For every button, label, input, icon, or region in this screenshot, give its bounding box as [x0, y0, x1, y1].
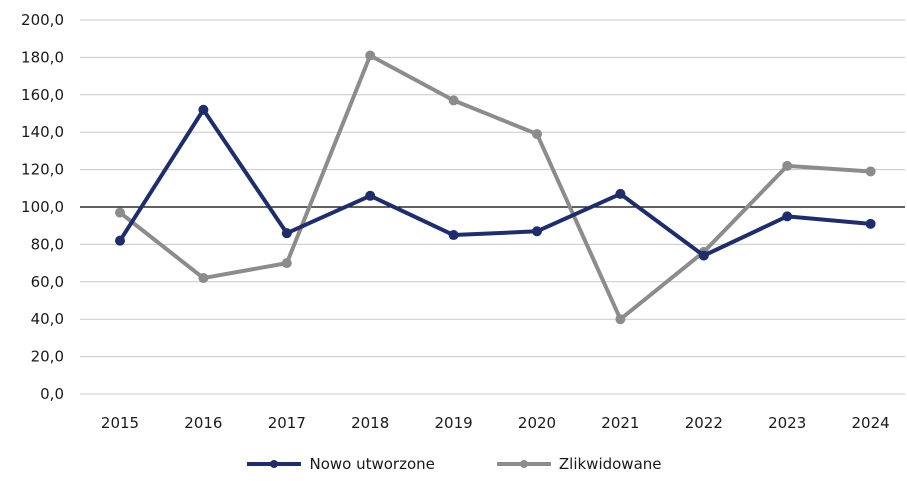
series-line-zlikwidowane: [118, 53, 873, 322]
data-point-nowo-utworzone: [365, 190, 376, 201]
data-point-zlikwidowane: [532, 129, 542, 140]
x-tick-label: 2020: [518, 414, 556, 432]
x-tick-label: 2017: [268, 414, 306, 432]
x-tick-label: 2023: [768, 414, 806, 432]
y-tick-label: 0,0: [40, 385, 64, 403]
data-point-zlikwidowane: [865, 166, 876, 177]
data-point-zlikwidowane: [782, 160, 793, 171]
y-tick-label: 180,0: [21, 48, 64, 66]
x-tick-label: 2024: [852, 414, 890, 432]
data-point-nowo-utworzone: [865, 218, 876, 229]
data-point-zlikwidowane: [115, 207, 125, 218]
data-point-nowo-utworzone: [281, 228, 292, 239]
x-tick-label: 2019: [435, 414, 473, 432]
data-point-zlikwidowane: [615, 314, 626, 325]
legend: Nowo utworzone Zlikwidowane: [0, 455, 907, 473]
legend-item-nowo-utworzone: Nowo utworzone: [245, 455, 435, 473]
data-point-nowo-utworzone: [115, 235, 125, 246]
y-tick-label: 60,0: [31, 273, 64, 291]
legend-label-nowo-utworzone: Nowo utworzone: [309, 455, 435, 473]
x-tick-label: 2015: [101, 414, 139, 432]
y-tick-label: 200,0: [21, 11, 64, 29]
y-tick-label: 80,0: [31, 235, 64, 253]
data-point-nowo-utworzone: [782, 211, 793, 222]
y-tick-label: 20,0: [31, 348, 64, 366]
legend-item-zlikwidowane: Zlikwidowane: [495, 455, 662, 473]
data-point-nowo-utworzone: [448, 230, 459, 241]
y-tick-label: 160,0: [21, 86, 64, 104]
y-tick-label: 100,0: [21, 198, 64, 216]
data-point-zlikwidowane: [198, 273, 209, 284]
y-tick-label: 40,0: [31, 310, 64, 328]
data-point-nowo-utworzone: [198, 104, 209, 115]
data-point-nowo-utworzone: [698, 250, 709, 261]
data-point-zlikwidowane: [448, 95, 459, 106]
legend-swatch-nowo-utworzone: [245, 456, 303, 472]
series-line-nowo-utworzone: [118, 107, 873, 258]
y-tick-label: 140,0: [21, 123, 64, 141]
data-point-nowo-utworzone: [532, 226, 542, 237]
x-tick-label: 2022: [685, 414, 723, 432]
data-point-zlikwidowane: [281, 258, 292, 269]
y-tick-label: 120,0: [21, 161, 64, 179]
legend-label-zlikwidowane: Zlikwidowane: [558, 455, 662, 473]
x-tick-label: 2021: [601, 414, 639, 432]
data-point-zlikwidowane: [365, 50, 376, 61]
x-tick-label: 2016: [184, 414, 222, 432]
legend-swatch-zlikwidowane: [495, 456, 553, 472]
x-tick-label: 2018: [351, 414, 389, 432]
line-chart: 0,0 20,0 40,0 60,0 80,0 100,0 120,0 140,0 160,0 1…: [21, 11, 905, 432]
data-point-nowo-utworzone: [615, 188, 626, 199]
